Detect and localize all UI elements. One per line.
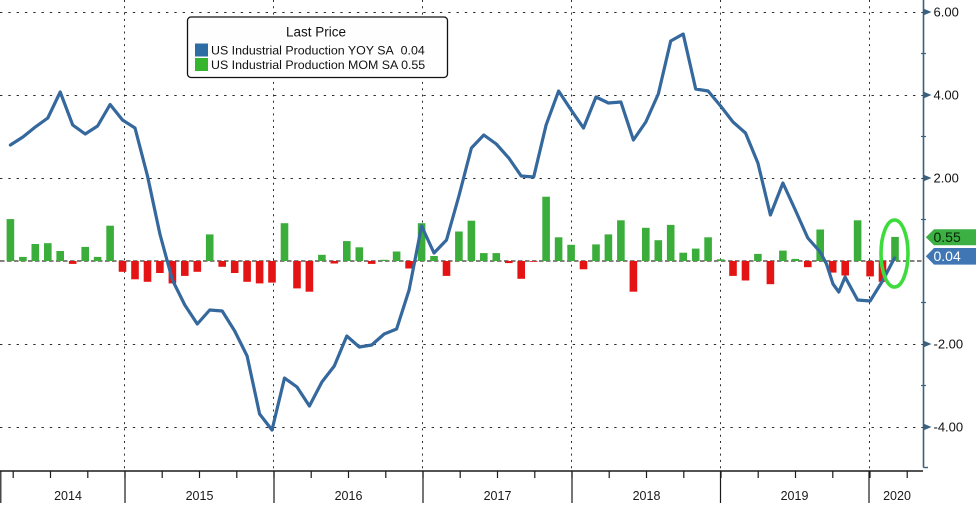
svg-text:2017: 2017 xyxy=(484,489,512,503)
svg-text:Last Price: Last Price xyxy=(286,25,346,40)
svg-text:2018: 2018 xyxy=(633,489,661,503)
svg-text:6.00: 6.00 xyxy=(934,5,959,20)
svg-text:-4.00: -4.00 xyxy=(934,420,964,435)
svg-text:4.00: 4.00 xyxy=(934,88,959,103)
svg-text:-2.00: -2.00 xyxy=(934,337,964,352)
svg-text:2016: 2016 xyxy=(335,489,363,503)
svg-text:2020: 2020 xyxy=(883,489,911,503)
svg-text:2015: 2015 xyxy=(186,489,214,503)
svg-text:US Industrial Production MOM S: US Industrial Production MOM SA 0.55 xyxy=(211,58,425,72)
svg-text:US Industrial Production YOY S: US Industrial Production YOY SA 0.04 xyxy=(211,44,425,58)
svg-text:0.04: 0.04 xyxy=(934,248,961,264)
svg-text:2019: 2019 xyxy=(781,489,809,503)
svg-text:0.55: 0.55 xyxy=(934,229,961,245)
svg-text:2.00: 2.00 xyxy=(934,171,959,186)
svg-text:2014: 2014 xyxy=(54,489,82,503)
